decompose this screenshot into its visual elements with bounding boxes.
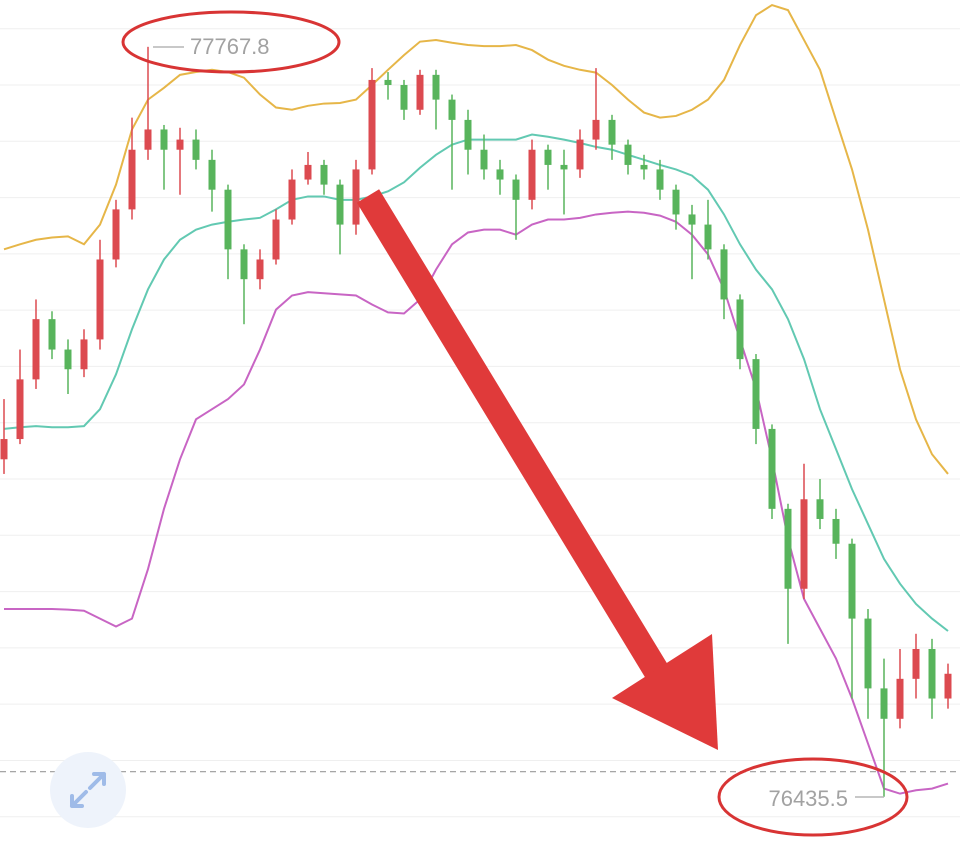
candle-body bbox=[768, 428, 776, 509]
candle-body bbox=[448, 99, 456, 120]
candle-body bbox=[368, 79, 376, 170]
candle-body bbox=[160, 129, 168, 150]
candle-body bbox=[544, 149, 552, 165]
band-line bbox=[3, 3, 949, 475]
candle-body bbox=[352, 169, 360, 225]
candle-body bbox=[336, 184, 344, 225]
candle-body bbox=[848, 543, 856, 619]
candle-body bbox=[320, 164, 328, 185]
candle-body bbox=[528, 149, 536, 200]
grid bbox=[0, 28, 960, 818]
candle-body bbox=[464, 119, 472, 150]
low-price-label: 76435.5 bbox=[768, 786, 848, 811]
candle-body bbox=[800, 499, 808, 589]
candle-body bbox=[576, 139, 584, 170]
candle-body bbox=[304, 164, 312, 180]
candle-body bbox=[560, 164, 568, 170]
candle-body bbox=[624, 144, 632, 165]
candle-body bbox=[288, 179, 296, 220]
highlight-ellipse bbox=[121, 10, 341, 74]
candle-body bbox=[432, 74, 440, 100]
trend-arrow-shaft bbox=[356, 189, 680, 697]
high-price-label: 77767.8 bbox=[190, 34, 270, 59]
candle-body bbox=[416, 74, 424, 110]
candle-body bbox=[896, 678, 904, 719]
candle-body bbox=[784, 508, 792, 589]
candle-body bbox=[240, 249, 248, 280]
candle-body bbox=[32, 319, 40, 380]
candle-body bbox=[272, 219, 280, 260]
band-line bbox=[3, 133, 949, 632]
candle-body bbox=[112, 209, 120, 260]
candles bbox=[0, 46, 952, 797]
candle-body bbox=[944, 673, 952, 699]
candle-body bbox=[176, 139, 184, 150]
candle-body bbox=[16, 379, 24, 440]
candle-body bbox=[720, 249, 728, 300]
candle-body bbox=[208, 159, 216, 190]
candle-body bbox=[96, 259, 104, 340]
expand-button-bg[interactable] bbox=[50, 752, 126, 828]
candle-body bbox=[192, 139, 200, 160]
candle-body bbox=[672, 189, 680, 215]
candle-body bbox=[0, 439, 8, 460]
candle-body bbox=[640, 164, 648, 170]
candle-body bbox=[400, 84, 408, 110]
candle-body bbox=[656, 169, 664, 190]
candle-body bbox=[224, 189, 232, 250]
candle-body bbox=[912, 648, 920, 679]
candle-body bbox=[608, 119, 616, 145]
candle-body bbox=[688, 214, 696, 225]
candle-body bbox=[928, 648, 936, 699]
candle-body bbox=[832, 518, 840, 544]
highlight-ellipse bbox=[717, 757, 909, 837]
candle-body bbox=[480, 149, 488, 170]
candle-body bbox=[592, 119, 600, 140]
expand-icon[interactable] bbox=[70, 772, 106, 808]
candle-body bbox=[80, 339, 88, 370]
candle-body bbox=[736, 299, 744, 360]
candle-body bbox=[496, 169, 504, 180]
candle-body bbox=[816, 499, 824, 519]
candle-body bbox=[512, 179, 520, 200]
candle-body bbox=[752, 359, 760, 429]
candle-body bbox=[48, 319, 56, 350]
candle-body bbox=[128, 149, 136, 210]
trend-arrow-head bbox=[612, 634, 718, 750]
candle-body bbox=[864, 618, 872, 689]
candle-body bbox=[64, 349, 72, 370]
candle-body bbox=[144, 129, 152, 150]
candle-body bbox=[880, 688, 888, 719]
expand-button[interactable] bbox=[50, 752, 126, 828]
candle-body bbox=[384, 79, 392, 85]
candle-body bbox=[256, 259, 264, 280]
candle-body bbox=[704, 224, 712, 250]
